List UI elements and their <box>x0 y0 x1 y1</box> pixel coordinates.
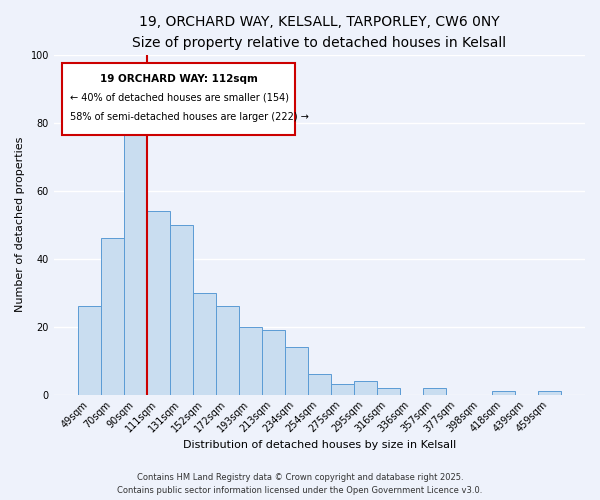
Text: ← 40% of detached houses are smaller (154): ← 40% of detached houses are smaller (15… <box>70 92 289 102</box>
Bar <box>170 225 193 394</box>
Bar <box>423 388 446 394</box>
X-axis label: Distribution of detached houses by size in Kelsall: Distribution of detached houses by size … <box>183 440 456 450</box>
Bar <box>285 347 308 395</box>
Bar <box>377 388 400 394</box>
Text: Contains HM Land Registry data © Crown copyright and database right 2025.
Contai: Contains HM Land Registry data © Crown c… <box>118 474 482 495</box>
Text: 19 ORCHARD WAY: 112sqm: 19 ORCHARD WAY: 112sqm <box>100 74 257 84</box>
Bar <box>262 330 285 394</box>
Bar <box>538 391 561 394</box>
Bar <box>193 292 216 394</box>
Bar <box>147 211 170 394</box>
Bar <box>492 391 515 394</box>
Bar <box>331 384 354 394</box>
Bar <box>124 110 147 395</box>
Bar <box>101 238 124 394</box>
Title: 19, ORCHARD WAY, KELSALL, TARPORLEY, CW6 0NY
Size of property relative to detach: 19, ORCHARD WAY, KELSALL, TARPORLEY, CW6… <box>133 15 506 50</box>
Bar <box>308 374 331 394</box>
Bar <box>239 326 262 394</box>
Bar <box>354 381 377 394</box>
Bar <box>216 306 239 394</box>
Y-axis label: Number of detached properties: Number of detached properties <box>15 137 25 312</box>
Bar <box>78 306 101 394</box>
Text: 58% of semi-detached houses are larger (222) →: 58% of semi-detached houses are larger (… <box>70 112 308 122</box>
FancyBboxPatch shape <box>62 64 295 135</box>
